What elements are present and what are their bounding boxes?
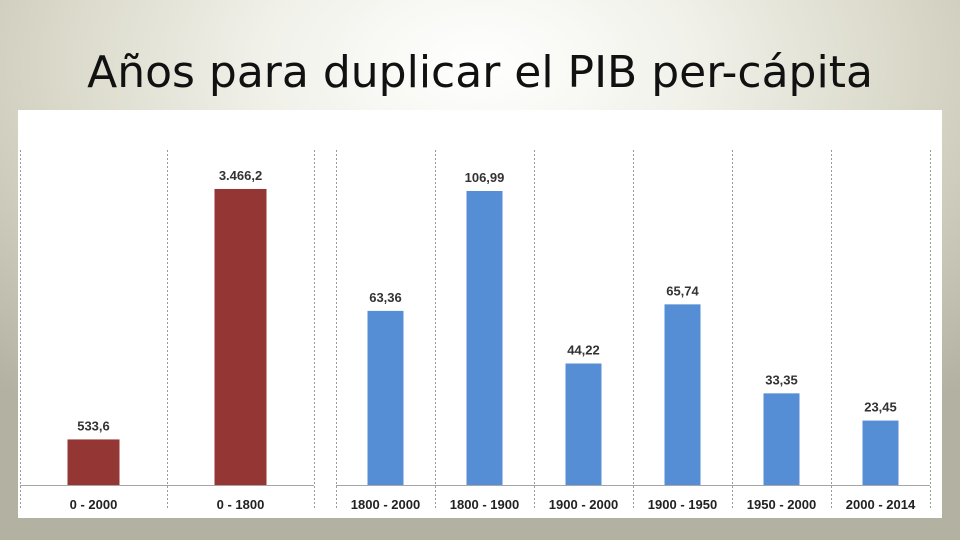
bar-chart: 533,6 0 - 2000 3.466,2 0 - 1800 63,36 1800 - … xyxy=(20,150,931,512)
chart-panel: 533,6 0 - 2000 3.466,2 0 - 1800 63,36 1800 - … xyxy=(18,110,942,518)
chart-2-value-label: 33,35 xyxy=(765,372,798,387)
chart-2-bar xyxy=(664,304,701,485)
chart-2-bar xyxy=(862,420,899,485)
chart-2-bar xyxy=(565,363,602,485)
chart-2-value-label: 65,74 xyxy=(666,283,699,298)
chart-2-tick-label: 1900 - 1950 xyxy=(648,497,717,512)
chart-1-tick-label: 0 - 2000 xyxy=(70,497,118,512)
chart-1-bar xyxy=(67,439,120,485)
chart-1-tick-label: 0 - 1800 xyxy=(217,497,265,512)
chart-2-tick-label: 1800 - 1900 xyxy=(450,497,519,512)
chart-2-tick-label: 1800 - 2000 xyxy=(351,497,420,512)
chart-2-value-label: 63,36 xyxy=(369,290,402,305)
chart-2-bar xyxy=(367,310,404,485)
chart-2-value-label: 106,99 xyxy=(465,170,505,185)
chart-2-tick-label: 1900 - 2000 xyxy=(549,497,618,512)
chart-2-bar xyxy=(763,393,800,485)
chart-2-tick-label: 2000 - 2014 xyxy=(846,497,916,512)
chart-2-value-label: 23,45 xyxy=(864,400,897,415)
chart-2-bar xyxy=(466,191,503,486)
chart-2-tick-label: 1950 - 2000 xyxy=(747,497,816,512)
chart-2-value-label: 44,22 xyxy=(567,342,600,357)
chart-1-value-label: 533,6 xyxy=(77,418,110,433)
chart-1-bar xyxy=(214,188,267,485)
chart-1-value-label: 3.466,2 xyxy=(219,168,262,183)
slide-title: Años para duplicar el PIB per-cápita xyxy=(87,47,873,98)
